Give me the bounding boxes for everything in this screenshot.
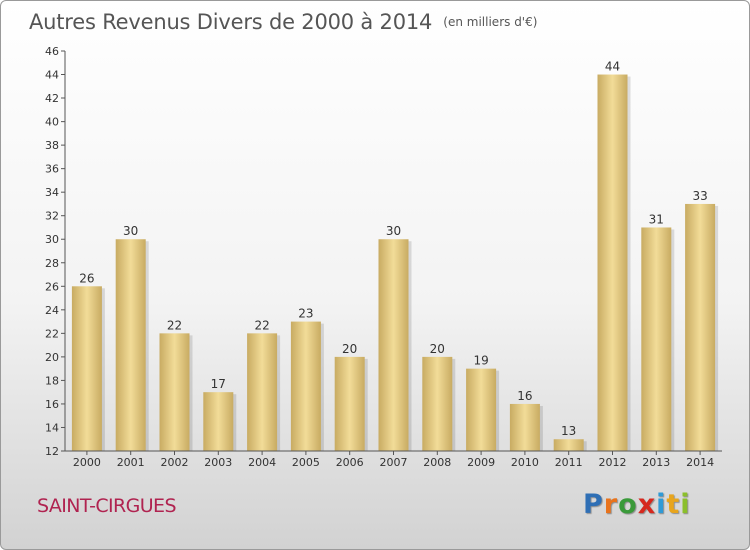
bar-2014 xyxy=(685,203,716,451)
x-tick-label: 2012 xyxy=(599,456,627,469)
x-tick-label: 2006 xyxy=(336,456,364,469)
logo-letter: o xyxy=(618,489,638,520)
y-tick-label: 26 xyxy=(45,280,59,293)
logo-letter: t xyxy=(666,489,681,520)
data-label: 22 xyxy=(167,318,182,332)
y-tick-label: 14 xyxy=(45,421,59,434)
y-tick-label: 40 xyxy=(45,116,59,129)
x-tick-label: 2003 xyxy=(204,456,232,469)
x-tick-label: 2007 xyxy=(380,456,408,469)
logo-letter: r xyxy=(603,489,619,520)
x-tick-label: 2004 xyxy=(248,456,276,469)
bar-2000 xyxy=(71,286,102,451)
x-tick-label: 2005 xyxy=(292,456,320,469)
y-axis: 12 14 16 18 20 22 24 26 28 30 32 34 36 38 40 42 44 46 xyxy=(45,45,66,458)
bar-2007 xyxy=(378,239,409,451)
bar-2001 xyxy=(115,239,146,451)
data-label: 23 xyxy=(298,307,313,321)
data-label: 20 xyxy=(342,342,357,356)
y-tick-label: 42 xyxy=(45,92,59,105)
logo-letter: P xyxy=(583,489,604,520)
y-tick-label: 36 xyxy=(45,163,59,176)
chart-subtitle: (en milliers d'€) xyxy=(443,15,538,29)
chart-title-text: Autres Revenus Divers de 2000 à 2014 xyxy=(29,10,433,34)
y-tick-label: 38 xyxy=(45,139,59,152)
y-tick-label: 24 xyxy=(45,304,59,317)
data-label: 44 xyxy=(605,60,620,74)
bar-2011 xyxy=(553,439,584,451)
x-tick-label: 2011 xyxy=(555,456,583,469)
bar-2008 xyxy=(422,356,453,451)
bar-2012 xyxy=(597,74,628,451)
y-tick-label: 46 xyxy=(45,45,59,58)
bar-2006 xyxy=(334,356,365,451)
data-label: 17 xyxy=(211,377,226,391)
commune-name: SAINT-CIRGUES xyxy=(37,495,177,517)
data-label: 30 xyxy=(123,224,138,238)
bar-2010 xyxy=(509,403,540,451)
bars: 26 30 22 17 22 23 20 30 20 19 16 13 44 31 33 xyxy=(71,60,719,451)
bar-2013 xyxy=(641,227,672,451)
x-tick-label: 2013 xyxy=(642,456,670,469)
bar-2002 xyxy=(159,333,190,451)
data-label: 19 xyxy=(473,354,488,368)
y-tick-label: 30 xyxy=(45,233,59,246)
data-label: 30 xyxy=(386,224,401,238)
logo-letter: x xyxy=(637,489,657,520)
x-tick-label: 2002 xyxy=(161,456,189,469)
chart-title: Autres Revenus Divers de 2000 à 2014 (en… xyxy=(29,10,537,34)
data-label: 31 xyxy=(649,212,664,226)
proxiti-logo: Proxiti xyxy=(583,489,691,520)
x-tick-label: 2010 xyxy=(511,456,539,469)
data-label: 33 xyxy=(692,189,707,203)
x-tick-label: 2009 xyxy=(467,456,495,469)
data-label: 13 xyxy=(561,424,576,438)
y-tick-label: 16 xyxy=(45,398,59,411)
y-tick-label: 34 xyxy=(45,186,59,199)
data-label: 20 xyxy=(430,342,445,356)
data-label: 22 xyxy=(254,318,269,332)
bar-2003 xyxy=(203,392,234,451)
logo-letter: i xyxy=(680,489,691,520)
y-tick-label: 22 xyxy=(45,327,59,340)
x-axis: 2000 2001 2002 2003 2004 2005 2006 2007 2008 2009… xyxy=(65,450,722,469)
y-tick-label: 44 xyxy=(45,69,59,82)
y-tick-label: 12 xyxy=(45,445,59,458)
x-tick-label: 2014 xyxy=(686,456,714,469)
y-tick-label: 18 xyxy=(45,374,59,387)
bar-2009 xyxy=(466,368,497,451)
logo-letter: i xyxy=(656,489,667,520)
x-tick-label: 2001 xyxy=(117,456,145,469)
x-tick-label: 2000 xyxy=(73,456,101,469)
bar-2004 xyxy=(247,333,278,451)
x-tick-label: 2008 xyxy=(423,456,451,469)
data-label: 16 xyxy=(517,389,532,403)
y-tick-label: 28 xyxy=(45,257,59,270)
y-tick-label: 20 xyxy=(45,351,59,364)
bar-2005 xyxy=(290,321,321,451)
data-label: 26 xyxy=(79,271,94,285)
y-tick-label: 32 xyxy=(45,210,59,223)
